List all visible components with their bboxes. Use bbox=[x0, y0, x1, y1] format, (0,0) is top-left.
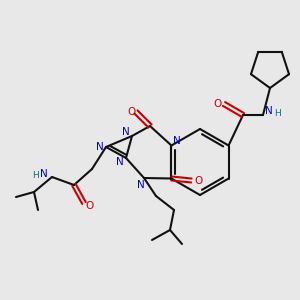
Text: O: O bbox=[127, 107, 135, 117]
Text: N: N bbox=[172, 136, 180, 146]
Text: O: O bbox=[85, 201, 93, 211]
Text: N: N bbox=[40, 169, 48, 179]
Text: H: H bbox=[32, 172, 39, 181]
Text: O: O bbox=[194, 176, 202, 185]
Text: N: N bbox=[116, 157, 124, 167]
Text: N: N bbox=[265, 106, 273, 116]
Text: H: H bbox=[274, 109, 281, 118]
Text: N: N bbox=[96, 142, 104, 152]
Text: N: N bbox=[137, 180, 145, 190]
Text: O: O bbox=[214, 99, 222, 109]
Text: N: N bbox=[122, 127, 130, 137]
